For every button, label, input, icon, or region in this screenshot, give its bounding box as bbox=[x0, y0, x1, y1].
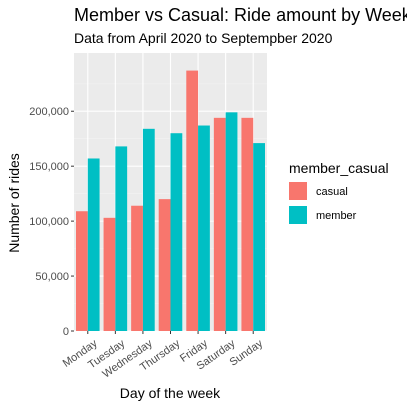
bar-member-sunday bbox=[253, 143, 265, 331]
bar-casual-sunday bbox=[241, 118, 253, 331]
x-axis-ticks: MondayTuesdayWednesdayThursdayFridaySatu… bbox=[61, 331, 266, 381]
legend-title: member_casual bbox=[289, 160, 389, 176]
legend: member_casual casual member bbox=[289, 160, 389, 224]
y-tick-label: 50,000 bbox=[35, 271, 69, 283]
legend-label-member: member bbox=[316, 210, 357, 222]
bar-casual-friday bbox=[186, 71, 198, 331]
legend-label-casual: casual bbox=[316, 186, 348, 198]
y-tick-label: 100,000 bbox=[29, 216, 69, 228]
y-tick-label: 150,000 bbox=[29, 161, 69, 173]
chart-title: Member vs Casual: Ride amount by Weekday bbox=[74, 5, 407, 25]
legend-key-member bbox=[289, 206, 307, 224]
bar-casual-saturday bbox=[214, 118, 226, 331]
bar-member-friday bbox=[198, 126, 210, 331]
bar-member-thursday bbox=[171, 133, 183, 331]
y-tick-label: 0 bbox=[63, 326, 69, 338]
x-axis-title: Day of the week bbox=[120, 385, 221, 401]
chart-subtitle: Data from April 2020 to Septempber 2020 bbox=[74, 30, 333, 46]
y-axis-ticks: 0 50,000 100,000 150,000 200,000 bbox=[29, 106, 74, 338]
legend-key-casual bbox=[289, 182, 307, 200]
bar-member-wednesday bbox=[143, 129, 155, 331]
bar-casual-tuesday bbox=[104, 218, 116, 331]
y-tick-label: 200,000 bbox=[29, 106, 69, 118]
bar-casual-thursday bbox=[159, 199, 171, 331]
bar-member-tuesday bbox=[115, 146, 127, 331]
bar-member-monday bbox=[88, 158, 100, 331]
bar-member-saturday bbox=[226, 112, 238, 331]
y-axis-title: Number of rides bbox=[6, 153, 22, 253]
bar-casual-wednesday bbox=[131, 206, 143, 331]
bar-casual-monday bbox=[76, 211, 88, 331]
